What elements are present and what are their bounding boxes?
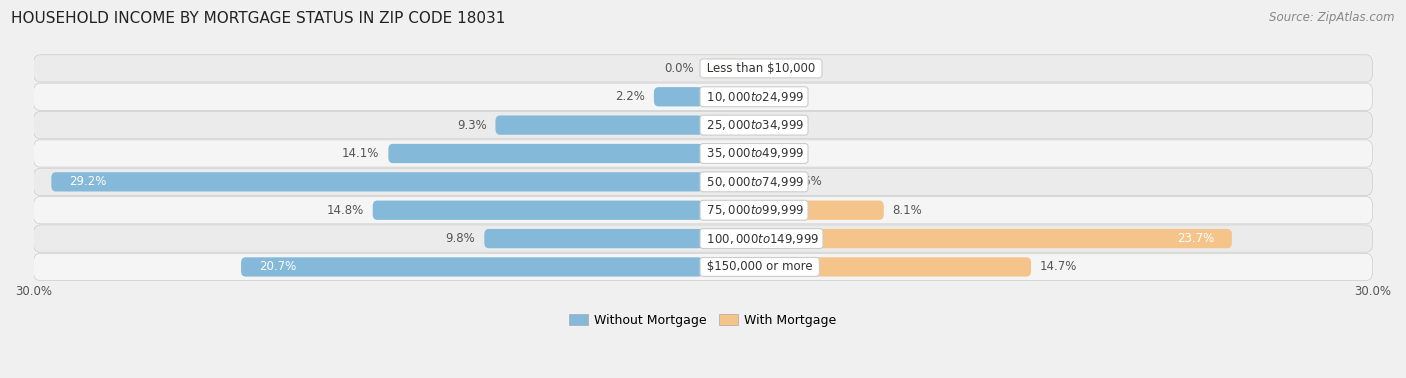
FancyBboxPatch shape (703, 59, 738, 78)
FancyBboxPatch shape (703, 172, 783, 192)
FancyBboxPatch shape (495, 116, 703, 135)
Text: 1.4%: 1.4% (744, 119, 773, 132)
Text: 20.7%: 20.7% (259, 260, 297, 273)
Text: 0.0%: 0.0% (665, 62, 695, 75)
Text: 9.8%: 9.8% (446, 232, 475, 245)
FancyBboxPatch shape (34, 55, 1372, 82)
FancyBboxPatch shape (34, 140, 1372, 167)
FancyBboxPatch shape (703, 144, 721, 163)
FancyBboxPatch shape (34, 225, 1372, 252)
Text: 0.0%: 0.0% (711, 90, 741, 103)
FancyBboxPatch shape (388, 144, 703, 163)
Text: 14.8%: 14.8% (326, 204, 364, 217)
Text: 14.1%: 14.1% (342, 147, 380, 160)
Text: 2.2%: 2.2% (614, 90, 645, 103)
FancyBboxPatch shape (703, 116, 734, 135)
FancyBboxPatch shape (34, 112, 1372, 139)
Text: 14.7%: 14.7% (1040, 260, 1077, 273)
Text: $25,000 to $34,999: $25,000 to $34,999 (703, 118, 806, 132)
Text: Source: ZipAtlas.com: Source: ZipAtlas.com (1270, 11, 1395, 24)
Text: 1.6%: 1.6% (748, 62, 778, 75)
Text: Less than $10,000: Less than $10,000 (703, 62, 820, 75)
Legend: Without Mortgage, With Mortgage: Without Mortgage, With Mortgage (569, 314, 837, 327)
Text: $75,000 to $99,999: $75,000 to $99,999 (703, 203, 806, 217)
FancyBboxPatch shape (703, 229, 1232, 248)
Text: $35,000 to $49,999: $35,000 to $49,999 (703, 147, 806, 161)
Text: $150,000 or more: $150,000 or more (703, 260, 817, 273)
FancyBboxPatch shape (703, 257, 1031, 277)
Text: 3.6%: 3.6% (792, 175, 823, 188)
FancyBboxPatch shape (654, 87, 703, 106)
FancyBboxPatch shape (484, 229, 703, 248)
FancyBboxPatch shape (34, 253, 1372, 280)
Text: 8.1%: 8.1% (893, 204, 922, 217)
FancyBboxPatch shape (703, 201, 884, 220)
FancyBboxPatch shape (34, 83, 1372, 110)
Text: $10,000 to $24,999: $10,000 to $24,999 (703, 90, 806, 104)
Text: 29.2%: 29.2% (69, 175, 107, 188)
Text: $100,000 to $149,999: $100,000 to $149,999 (703, 232, 820, 246)
Text: 0.85%: 0.85% (731, 147, 768, 160)
FancyBboxPatch shape (373, 201, 703, 220)
Text: 23.7%: 23.7% (1177, 232, 1213, 245)
FancyBboxPatch shape (34, 168, 1372, 195)
Text: $50,000 to $74,999: $50,000 to $74,999 (703, 175, 806, 189)
FancyBboxPatch shape (52, 172, 703, 192)
FancyBboxPatch shape (240, 257, 703, 277)
FancyBboxPatch shape (34, 197, 1372, 224)
Text: HOUSEHOLD INCOME BY MORTGAGE STATUS IN ZIP CODE 18031: HOUSEHOLD INCOME BY MORTGAGE STATUS IN Z… (11, 11, 506, 26)
Text: 9.3%: 9.3% (457, 119, 486, 132)
